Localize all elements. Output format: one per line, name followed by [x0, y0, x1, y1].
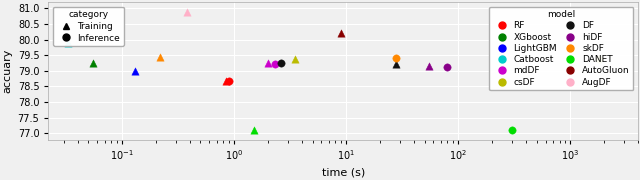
Y-axis label: accuary: accuary	[2, 49, 12, 93]
Point	[182, 11, 192, 14]
Point	[594, 57, 604, 60]
Point	[424, 65, 435, 68]
Point	[130, 70, 140, 73]
Point	[336, 31, 346, 34]
Point	[269, 62, 280, 65]
Point	[507, 129, 517, 132]
Point	[249, 129, 259, 132]
Point	[290, 57, 300, 60]
X-axis label: time (s): time (s)	[321, 168, 365, 178]
Point	[391, 62, 401, 65]
Point	[63, 41, 73, 44]
Point	[442, 66, 452, 69]
Point	[276, 62, 286, 64]
Point	[221, 79, 232, 82]
Point	[391, 56, 401, 59]
Legend: RF, XGboost, LightGBM, Catboost, mdDF, csDF, DF, hiDF, skDF, DANET, AutoGluon, A: RF, XGboost, LightGBM, Catboost, mdDF, c…	[489, 7, 634, 90]
Point	[263, 62, 273, 64]
Point	[156, 55, 166, 58]
Point	[88, 62, 98, 64]
Point	[224, 79, 234, 82]
Point	[503, 22, 513, 25]
